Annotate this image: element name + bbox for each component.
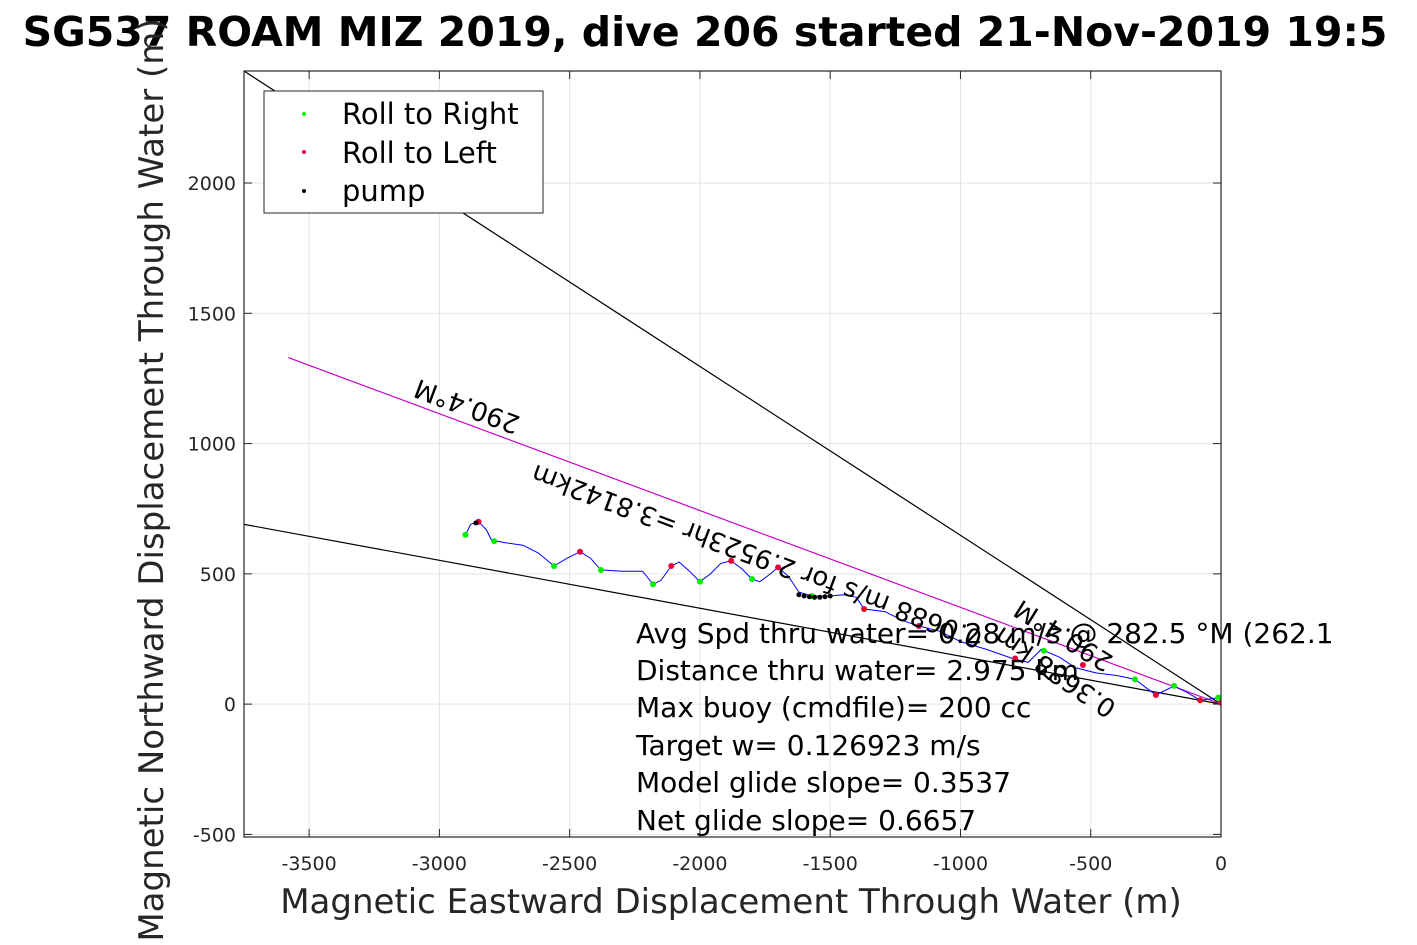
annotation-block: Avg Spd thru water= 0.28 m/s @ 282.5 °M … [635,617,1334,837]
roll-right-point [749,576,756,583]
pump-point [827,593,833,599]
pump-point [817,594,823,600]
roll-left-point [577,548,584,555]
pump-point [806,594,812,600]
annot-target-w: Target w= 0.126923 m/s [635,729,981,762]
roll-right-point [1215,694,1221,701]
plot-frame [243,70,1222,838]
y-tick-label: 2000 [188,173,236,195]
roll-right-point [597,566,604,573]
legend-label-roll-right: Roll to Right [342,97,519,131]
legend-marker-roll-left [302,150,306,154]
pump-point [822,594,828,600]
y-tick-label: 500 [200,564,236,586]
reference-line [288,357,1221,705]
legend-marker-roll-right [302,112,306,116]
x-tick-label: -3000 [412,853,467,875]
roll-left-point [668,563,675,570]
roll-left-point [1079,662,1086,669]
roll-right-point [1171,682,1178,689]
roll-right-point [1040,647,1047,654]
annot-max-buoy: Max buoy (cmdfile)= 200 cc [636,691,1031,724]
legend: Roll to Right Roll to Left pump [263,90,544,214]
annot-net-glide: Net glide slope= 0.6657 [636,804,976,837]
y-tick-label: 0 [224,694,236,716]
x-axis-label: Magnetic Eastward Displacement Through W… [280,882,1182,922]
reference-line [244,523,1221,705]
annot-distance: Distance thru water= 2.975 km [636,654,1079,687]
x-tick-label: -1000 [933,853,988,875]
legend-marker-pump [302,189,306,193]
roll-left-point [861,606,868,613]
roll-right-point [1132,676,1139,683]
x-tick-label: -1500 [803,853,858,875]
y-tick-label: -500 [193,824,236,846]
roll-left-point [775,564,782,571]
pump-point [796,592,802,598]
y-tick-label: 1500 [188,303,236,325]
roll-left-point [1218,699,1221,706]
roll-right-point [650,581,657,588]
legend-label-pump: pump [342,174,425,208]
pump-point [812,594,818,600]
legend-box [263,90,544,214]
chart-title: SG537 ROAM MIZ 2019, dive 206 started 21… [23,8,1388,56]
roll-right-point [696,578,703,585]
x-tick-label: -500 [1069,853,1112,875]
pump-point [801,593,807,599]
roll-left-point [1197,697,1204,704]
x-tick-label: -3500 [282,853,337,875]
annot-avg-speed: Avg Spd thru water= 0.28 m/s @ 282.5 °M … [636,617,1334,650]
glider-track [465,521,1221,702]
pump-point [473,520,479,526]
axis-ticks: -3500 -3000 -2500 -2000 -1500 -1000 -500 0 -500 0… [188,71,1227,875]
x-tick-label: -2500 [542,853,597,875]
annot-model-glide: Model glide slope= 0.3537 [636,766,1011,799]
x-tick-label: -2000 [672,853,727,875]
roll-left-point [1152,692,1159,699]
roll-left-point [1012,655,1019,662]
x-tick-label: 0 [1215,853,1227,875]
roll-right-point [462,531,469,538]
roll-left-point [728,557,735,564]
roll-right-point [491,538,498,545]
roll-left-point [915,622,922,629]
legend-label-roll-left: Roll to Left [342,136,497,170]
roll-right-point [551,563,558,570]
y-axis-label: Magnetic Northward Displacement Through … [132,18,172,941]
y-tick-label: 1000 [188,434,236,456]
